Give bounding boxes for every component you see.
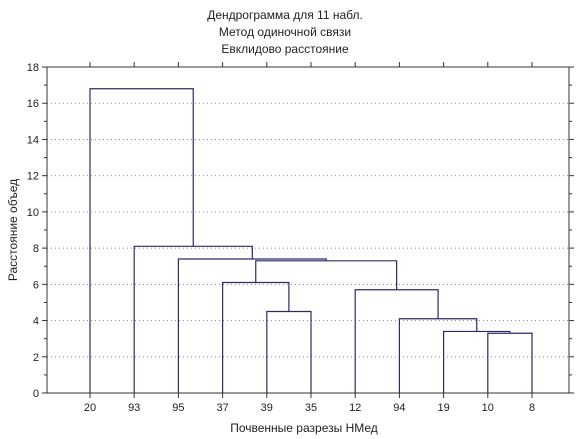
leaf-label: 12 <box>349 402 361 414</box>
dendrogram-link <box>222 281 290 393</box>
leaf-label: 10 <box>482 402 494 414</box>
grid-lines <box>47 102 569 358</box>
leaf-label: 20 <box>84 402 96 414</box>
dendrogram-links <box>89 88 533 393</box>
y-axis-label: Расстояние объед <box>6 179 20 281</box>
leaf-label: 8 <box>529 402 535 414</box>
y-tick-label: 0 <box>33 388 39 400</box>
dendrogram-link <box>354 289 439 393</box>
dendrogram-link <box>487 332 533 393</box>
y-tick-label: 12 <box>27 171 39 183</box>
dendrogram-link <box>177 258 327 393</box>
leaf-label: 19 <box>437 402 449 414</box>
leaf-label: 94 <box>393 402 405 414</box>
dendrogram-link <box>443 330 511 393</box>
y-tick-label: 18 <box>27 62 39 74</box>
y-tick-label: 4 <box>33 316 39 328</box>
chart-title: Дендрограмма для 11 набл. <box>207 8 363 22</box>
plot-frame <box>46 66 570 394</box>
y-tick-label: 16 <box>27 98 39 110</box>
chart-subtitle-method: Метод одиночной связи <box>219 25 351 39</box>
y-tick-label: 2 <box>33 352 39 364</box>
x-axis-label: Почвенные разрезы НМед <box>230 421 378 435</box>
leaf-label: 35 <box>305 402 317 414</box>
dendrogram-link <box>89 88 194 393</box>
axis-ticks: 0 2 4 6 8 10 12 14 16 18 20 93 95 37 39 35 12 94 19 10 8 <box>27 62 574 414</box>
y-tick-label: 10 <box>27 207 39 219</box>
y-tick-label: 8 <box>33 243 39 255</box>
leaf-label: 95 <box>172 402 184 414</box>
y-tick-label: 14 <box>27 134 39 146</box>
leaf-label: 93 <box>128 402 140 414</box>
chart-subtitle-distance: Евклидово расстояние <box>221 42 349 56</box>
dendrogram-link <box>398 318 478 393</box>
leaf-label: 39 <box>261 402 273 414</box>
dendrogram-link <box>255 260 398 290</box>
leaf-label: 37 <box>216 402 228 414</box>
y-tick-label: 6 <box>33 279 39 291</box>
dendrogram-link <box>133 245 253 393</box>
dendrogram-link <box>266 310 312 393</box>
